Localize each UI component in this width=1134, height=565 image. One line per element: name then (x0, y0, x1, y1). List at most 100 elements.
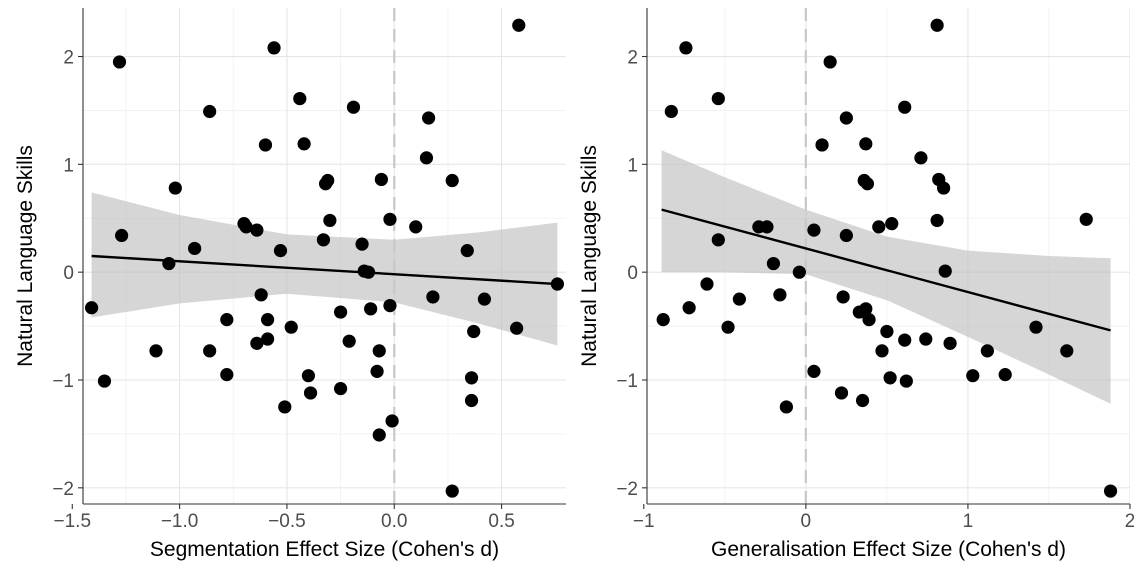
y-tick-label: −2 (616, 479, 638, 500)
data-point (732, 292, 746, 306)
data-point (422, 111, 436, 125)
data-point (914, 151, 928, 165)
data-point (773, 288, 787, 302)
x-tick-label: −0.5 (268, 511, 306, 532)
data-point (162, 256, 176, 271)
data-point (258, 138, 273, 152)
regression-line (661, 208, 1111, 332)
y-axis-title: Natural Language Skills (578, 145, 601, 367)
data-point (297, 137, 311, 151)
x-tick-label: 0.5 (488, 511, 514, 532)
x-tick-label: 2 (1125, 511, 1134, 532)
y-tick-label: 2 (63, 48, 74, 69)
y-tick-label: 1 (63, 155, 74, 176)
y-axis-title: Natural Language Skills (14, 145, 37, 367)
data-point (760, 220, 774, 234)
data-point (792, 265, 806, 279)
data-point (419, 151, 434, 165)
x-tick-label: −1.5 (54, 511, 92, 532)
data-point (334, 382, 348, 396)
data-point (250, 223, 264, 237)
data-point (464, 371, 479, 385)
data-point (656, 313, 670, 327)
data-point (149, 344, 163, 358)
points (656, 18, 1118, 498)
data-point (682, 301, 696, 315)
panel-2: −1 0 1 2 −2 −1 0 1 2 Generalisation Effect Size (… (578, 8, 1134, 561)
data-point (267, 41, 281, 55)
data-point (1029, 320, 1043, 334)
data-point (284, 320, 298, 334)
data-point (301, 369, 315, 383)
y-tick-label: −2 (52, 479, 74, 500)
data-point (409, 220, 423, 234)
data-point (898, 333, 912, 347)
data-point (875, 344, 889, 358)
data-point (779, 400, 793, 414)
data-point (355, 237, 369, 251)
data-point (203, 344, 217, 358)
data-point (460, 244, 474, 258)
y-tick-label: 1 (627, 155, 638, 176)
data-point (385, 414, 399, 428)
data-point (220, 313, 234, 327)
x-tick-label: −1.0 (161, 511, 199, 532)
y-tick-label: 0 (63, 263, 74, 284)
panel-1: −1.5 −1.0 −0.5 0.0 0.5 −2 −1 0 1 2 Segmentation Ef… (14, 8, 566, 561)
data-point (261, 313, 275, 327)
data-point (839, 111, 853, 125)
data-point (254, 288, 268, 302)
data-point (938, 264, 952, 278)
data-point (112, 55, 127, 69)
data-point (943, 336, 957, 350)
data-point (372, 428, 386, 442)
data-point (97, 374, 112, 388)
data-point (664, 104, 678, 119)
data-point (261, 332, 275, 346)
x-axis-title: Segmentation Effect Size (Cohen's d) (150, 538, 499, 561)
data-point (346, 100, 361, 114)
confidence-ribbon (661, 150, 1111, 404)
data-point (334, 305, 348, 319)
x-tick-label: 0 (801, 511, 812, 532)
data-point (937, 181, 951, 195)
data-point (84, 301, 99, 315)
data-point (383, 212, 397, 226)
data-point (998, 368, 1012, 382)
data-point (342, 334, 356, 348)
data-point (383, 299, 397, 313)
data-point (966, 369, 980, 383)
data-point (885, 217, 899, 231)
points (84, 18, 565, 498)
data-point (1060, 344, 1074, 358)
data-point (220, 368, 234, 382)
data-point (815, 138, 829, 152)
x-tick-label: 0.0 (381, 511, 407, 532)
data-point (919, 332, 933, 346)
data-point (445, 173, 459, 188)
data-point (930, 18, 944, 32)
data-point (839, 228, 853, 243)
data-point (855, 393, 870, 408)
data-point (883, 371, 897, 385)
y-tick-label: 2 (627, 48, 638, 69)
data-point (823, 55, 837, 69)
y-tick-label: 0 (627, 263, 638, 284)
data-point (188, 241, 202, 256)
data-point (278, 400, 292, 414)
data-point (168, 181, 182, 195)
data-point (293, 91, 307, 106)
data-point (512, 18, 526, 32)
data-point (721, 320, 735, 334)
data-point (370, 364, 384, 378)
data-point (426, 290, 440, 304)
data-point (510, 321, 524, 335)
data-point (239, 220, 253, 234)
data-point (364, 302, 378, 316)
data-point (898, 100, 912, 114)
data-point (930, 213, 944, 228)
data-point (711, 233, 725, 247)
data-point (711, 91, 725, 106)
data-point (880, 324, 894, 339)
